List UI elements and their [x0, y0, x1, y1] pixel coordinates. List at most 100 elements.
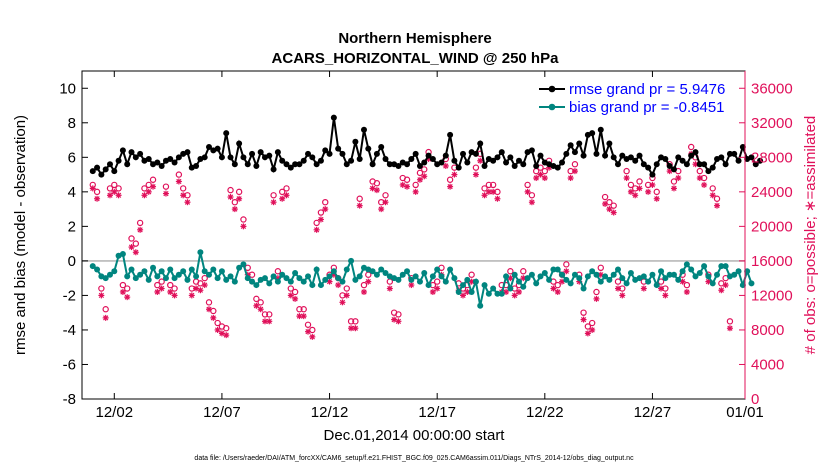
bias-point: [162, 275, 169, 282]
bias-point: [481, 282, 488, 289]
obs-possible-point: [433, 278, 441, 285]
y2-tick-label: 16000: [751, 253, 793, 270]
x-tick-label: 12/27: [634, 404, 672, 421]
bias-point: [395, 276, 402, 283]
rmse-point: [287, 164, 294, 171]
rmse-point: [111, 168, 118, 175]
rmse-point: [115, 157, 122, 164]
rmse-point: [236, 140, 243, 147]
obs-assimilated-point: [395, 318, 402, 325]
rmse-point: [283, 161, 290, 168]
y-axis-label: rmse and bias (model - observation): [12, 115, 29, 355]
obs-possible-point: [580, 309, 587, 316]
bias-point: [567, 280, 574, 287]
rmse-point: [326, 150, 333, 157]
rmse-point: [614, 161, 621, 168]
rmse-point: [313, 161, 320, 168]
bias-point: [279, 271, 286, 278]
rmse-point: [249, 150, 256, 157]
obs-possible-point: [713, 195, 721, 202]
bias-point: [507, 285, 514, 292]
y2-tick-label: 4000: [751, 356, 784, 373]
bias-point: [649, 271, 656, 278]
obs-assimilated-point: [632, 192, 639, 199]
obs-possible-point: [102, 306, 109, 313]
obs-possible-point: [111, 181, 118, 189]
rmse-point: [132, 154, 139, 161]
obs-assimilated-point: [94, 195, 101, 202]
obs-assimilated-point: [408, 282, 415, 289]
rmse-point: [688, 152, 695, 159]
bias-point: [490, 285, 497, 292]
rmse-point: [602, 152, 609, 159]
obs-assimilated-point: [335, 282, 342, 289]
rmse-point: [365, 145, 372, 152]
chart-title: Northern Hemisphere: [338, 30, 491, 47]
obs-assimilated-point: [623, 175, 630, 182]
rmse-point: [171, 159, 178, 166]
rmse-point: [373, 150, 380, 157]
bias-point: [662, 275, 669, 282]
rmse-point: [666, 162, 673, 169]
obs-possible-point: [274, 268, 282, 275]
bias-point: [231, 278, 238, 285]
obs-possible-point: [356, 195, 363, 202]
obs-possible-point: [403, 176, 411, 183]
obs-assimilated-point: [602, 200, 609, 207]
obs-assimilated-point: [645, 188, 652, 195]
obs-possible-point: [201, 274, 208, 282]
obs-assimilated-point: [305, 328, 312, 335]
rmse-point: [528, 147, 535, 154]
obs-assimilated-point: [365, 278, 372, 285]
obs-assimilated-point: [309, 333, 316, 340]
bias-point: [533, 280, 540, 287]
rmse-point: [137, 150, 144, 157]
obs-assimilated-point: [447, 183, 454, 190]
obs-assimilated-point: [270, 199, 277, 206]
bias-point: [468, 288, 475, 295]
obs-assimilated-point: [313, 226, 320, 233]
bias-point: [447, 266, 454, 273]
rmse-point: [145, 156, 152, 163]
bias-point: [602, 273, 609, 280]
rmse-point: [223, 130, 230, 137]
rmse-point: [412, 150, 419, 157]
rmse-point: [339, 150, 346, 157]
obs-possible-point: [313, 219, 320, 227]
y-tick-label: 6: [68, 149, 76, 166]
x-tick-label: 12/07: [203, 404, 241, 421]
rmse-point: [408, 156, 415, 163]
obs-assimilated-point: [102, 314, 109, 321]
obs-possible-point: [240, 216, 247, 223]
obs-assimilated-point: [98, 292, 105, 299]
obs-possible-point: [726, 318, 734, 325]
bias-point: [175, 271, 182, 278]
rmse-point: [606, 140, 613, 147]
obs-possible-point: [175, 171, 183, 178]
rmse-point: [305, 150, 312, 157]
chart-subtitle: ACARS_HORIZONTAL_WIND @ 250 hPa: [272, 50, 560, 67]
bias-point: [460, 282, 467, 289]
obs-possible-point: [141, 185, 148, 192]
obs-possible-point: [489, 181, 497, 189]
bias-point: [739, 282, 746, 289]
rmse-point: [193, 162, 200, 169]
obs-assimilated-point: [322, 206, 329, 213]
bias-point: [666, 271, 673, 278]
bias-point: [640, 273, 647, 280]
y-tick-label: 2: [68, 218, 76, 235]
obs-assimilated-point: [382, 199, 389, 206]
bias-point: [408, 276, 415, 283]
obs-possible-point: [253, 295, 260, 303]
rmse-point: [627, 154, 634, 161]
bias-point: [748, 280, 755, 287]
obs-assimilated-point: [404, 183, 411, 190]
obs-possible-point: [472, 164, 480, 171]
rmse-point: [520, 161, 527, 168]
bias-point: [150, 264, 157, 271]
rmse-point: [494, 154, 501, 161]
bias-point: [240, 261, 247, 268]
bias-point: [722, 263, 729, 270]
bias-point: [356, 273, 363, 280]
rmse-point: [472, 150, 479, 157]
